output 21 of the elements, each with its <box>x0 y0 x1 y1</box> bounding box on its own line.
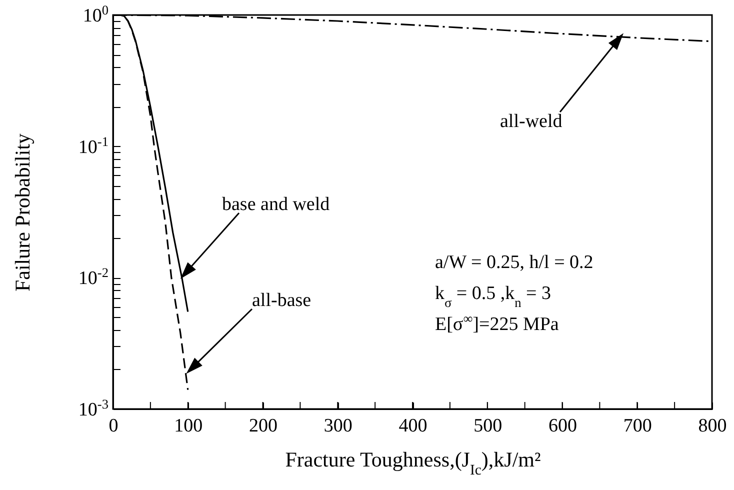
x-axis-title: Fracture Toughness,(J$_{Ic}$),kJ/m² <box>285 448 541 478</box>
y-tick-label: 10$^{0}$ <box>82 2 109 26</box>
x-tick-label: 700 <box>623 416 652 436</box>
y-tick-label: 10$^{-1}$ <box>78 133 108 158</box>
annotation: a/W = 0.25, h/l = 0.2 <box>435 252 594 273</box>
annotation: base and weld <box>222 194 330 215</box>
y-tick-label: 10$^{-2}$ <box>78 264 108 290</box>
x-tick-label: 100 <box>174 416 203 436</box>
y-tick-label: 10$^{-3}$ <box>78 396 109 420</box>
x-tick-label: 200 <box>249 416 278 436</box>
x-tick-label: 500 <box>474 416 502 436</box>
y-axis-title: Failure Probability <box>10 132 34 292</box>
x-tick-label: 600 <box>548 416 577 436</box>
x-tick-label: 400 <box>398 416 428 436</box>
annotation: k$_{σ}$ = 0.5 ,k$_{n}$ = 3 <box>435 283 552 310</box>
annotation: E[σ$^{∞}$]=225 MPa <box>435 310 560 335</box>
annotation: all-weld <box>500 111 563 132</box>
annotation: all-base <box>252 290 312 311</box>
x-tick-label: 800 <box>698 416 727 436</box>
x-tick-label: 300 <box>324 416 352 436</box>
x-tick-label: 0 <box>108 416 118 436</box>
